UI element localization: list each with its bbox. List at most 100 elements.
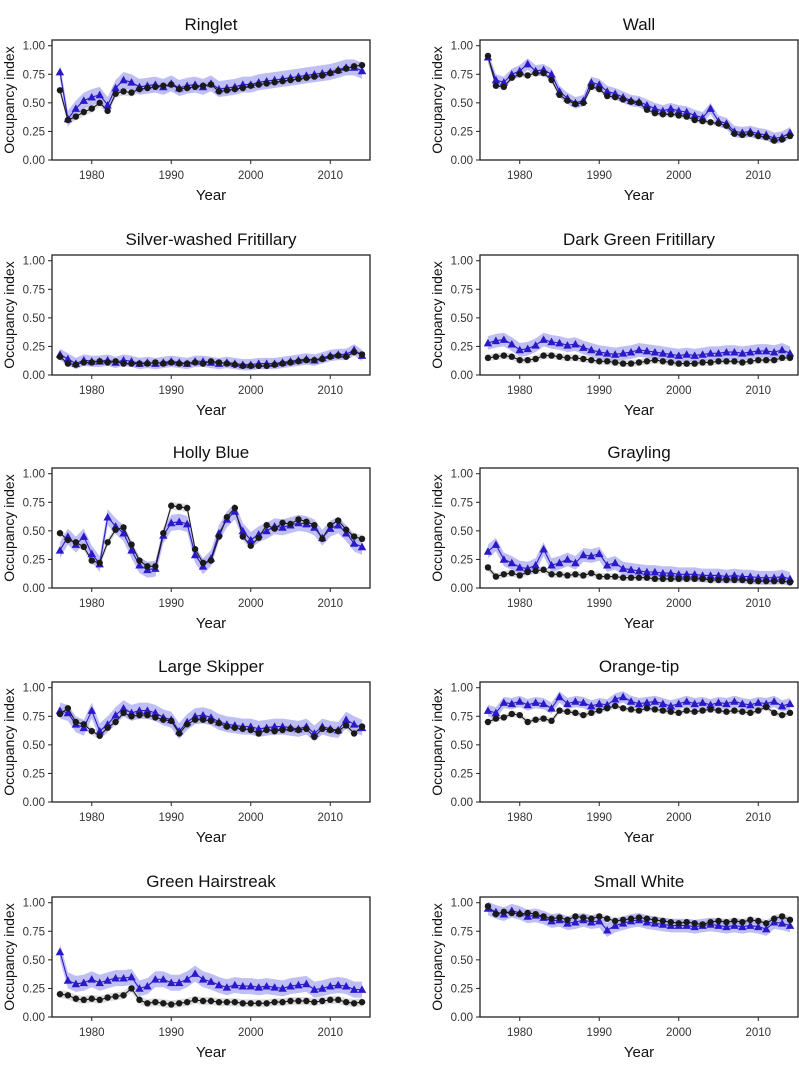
data-point-circle [691, 116, 698, 124]
data-point-circle [176, 503, 183, 511]
confidence-band-black [487, 53, 790, 144]
data-point-circle [335, 996, 342, 1004]
data-point-circle [215, 998, 223, 1006]
data-point-circle [723, 576, 730, 584]
data-point-triangle [523, 700, 532, 709]
data-point-circle [755, 356, 762, 364]
data-point-triangle [206, 977, 216, 985]
data-point-circle [199, 997, 207, 1005]
data-point-circle [675, 360, 682, 367]
x-axis-label: Year [196, 615, 226, 632]
x-tick-label: 2010 [745, 170, 771, 182]
data-point-triangle [698, 350, 707, 358]
y-tick-label: 0.50 [451, 740, 473, 752]
data-point-triangle [618, 349, 628, 357]
data-point-circle [532, 69, 539, 77]
panel-title: Ringlet [185, 15, 238, 34]
data-point-circle [651, 575, 659, 583]
data-point-triangle [357, 542, 367, 551]
data-point-circle [588, 569, 595, 577]
y-tick-label: 0.75 [23, 284, 45, 296]
data-point-circle [532, 910, 539, 918]
data-point-circle [128, 89, 135, 96]
data-point-circle [72, 718, 80, 726]
data-point-circle [168, 502, 175, 509]
data-point-circle [588, 356, 595, 364]
data-point-triangle [785, 699, 795, 708]
data-point-circle [335, 727, 342, 735]
data-point-circle [604, 92, 611, 100]
data-point-circle [635, 914, 643, 921]
data-point-circle [72, 539, 80, 546]
data-point-circle [239, 362, 246, 370]
data-point-circle [588, 83, 595, 91]
data-point-circle [699, 921, 706, 928]
data-point-triangle [634, 566, 644, 575]
data-point-circle [683, 360, 690, 367]
data-point-circle [223, 998, 231, 1006]
data-point-circle [247, 726, 254, 734]
data-point-triangle [579, 343, 588, 351]
x-tick-label: 1980 [79, 812, 105, 824]
data-point-triangle [658, 349, 668, 357]
x-tick-label: 2000 [238, 385, 264, 397]
data-point-circle [287, 725, 294, 733]
data-point-circle [778, 711, 786, 719]
data-point-triangle [294, 980, 303, 989]
data-point-circle [691, 708, 698, 715]
data-point-circle [755, 132, 762, 140]
data-point-circle [770, 137, 778, 144]
data-point-circle [342, 526, 350, 533]
data-point-circle [540, 715, 547, 722]
data-point-triangle [254, 983, 263, 991]
y-tick-label: 0.25 [451, 768, 473, 780]
data-point-circle [255, 362, 262, 370]
data-point-circle [516, 356, 523, 364]
data-point-triangle [71, 979, 81, 988]
data-point-circle [580, 99, 587, 107]
data-point-circle [770, 577, 778, 585]
data-point-triangle [103, 512, 112, 521]
data-point-circle [88, 727, 95, 735]
data-point-circle [770, 915, 778, 922]
data-point-triangle [642, 698, 652, 706]
data-point-circle [604, 358, 611, 365]
data-point-triangle [238, 526, 247, 535]
data-point-circle [287, 359, 294, 366]
data-point-circle [152, 714, 159, 721]
data-point-triangle [507, 699, 516, 708]
data-point-circle [96, 996, 103, 1004]
panel-3: Silver-washed Fritillary 0.00 0.25 0.50 0.75… [1, 230, 371, 419]
data-point-circle [136, 996, 143, 1004]
data-point-circle [136, 711, 143, 719]
data-point-circle [88, 995, 95, 1002]
data-point-circle [112, 358, 119, 365]
data-point-triangle [483, 338, 493, 347]
y-tick-label: 1.00 [451, 469, 473, 481]
data-point-triangle [547, 70, 556, 78]
confidence-band-blue [487, 537, 790, 586]
data-point-circle [128, 360, 135, 367]
data-point-circle [731, 576, 738, 584]
y-axis-label: Occupancy index [1, 261, 17, 368]
data-point-circle [667, 111, 674, 118]
data-point-circle [168, 359, 175, 366]
data-point-triangle [190, 550, 200, 559]
x-tick-label: 1990 [586, 812, 612, 824]
plot-frame [51, 681, 371, 803]
data-point-triangle [214, 980, 224, 989]
data-point-triangle [730, 921, 739, 929]
panel-9: Green Hairstreak 0.00 0.25 0.50 0.75 1.00 1980… [1, 872, 371, 1061]
data-point-circle [739, 708, 746, 715]
x-tick-label: 2010 [745, 385, 771, 397]
data-point-circle [548, 717, 555, 725]
data-point-circle [152, 998, 159, 1006]
data-point-circle [659, 575, 667, 583]
data-point-circle [136, 557, 143, 564]
data-point-triangle [491, 708, 501, 717]
data-point-circle [500, 571, 508, 578]
data-point-triangle [111, 83, 120, 92]
data-point-circle [80, 543, 88, 551]
data-point-circle [707, 706, 714, 713]
data-point-triangle [95, 726, 104, 735]
